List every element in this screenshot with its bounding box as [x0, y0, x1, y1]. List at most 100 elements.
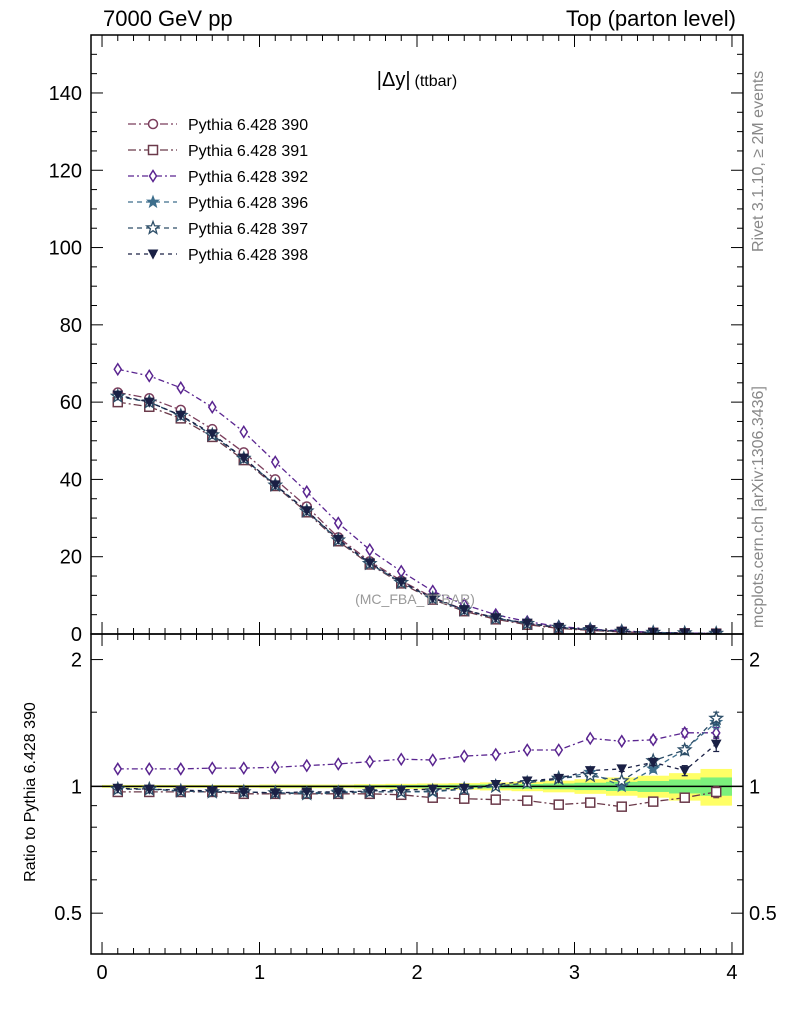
y-tick-label: 20: [60, 547, 82, 569]
marker-triangle-down: [112, 390, 124, 401]
marker-diamond: [302, 484, 312, 499]
marker-square: [710, 786, 722, 798]
y-tick-label: 100: [49, 238, 82, 260]
ratio-line: [117, 743, 717, 794]
marker-triangle-down: [458, 783, 470, 794]
y-tick-label: 120: [49, 160, 82, 182]
marker-star: [145, 194, 161, 209]
legend-entry: Pythia 6.428 390: [128, 117, 308, 134]
legend-label: Pythia 6.428 391: [188, 143, 308, 160]
header-left-label: 7000 GeV pp: [103, 6, 233, 31]
ratio-series-398: [112, 736, 722, 799]
marker-diamond: [428, 753, 438, 767]
marker-triangle-down: [206, 429, 218, 440]
marker-triangle-down: [332, 787, 344, 798]
y-tick-label: 40: [60, 469, 82, 491]
legend-label: Pythia 6.428 397: [188, 221, 308, 238]
y-tick-label: 60: [60, 392, 82, 414]
marker-square: [458, 793, 470, 804]
marker-triangle-down: [364, 786, 376, 797]
marker-triangle-down: [238, 787, 250, 798]
marker-diamond: [176, 762, 186, 776]
x-tick-label: 0: [96, 962, 107, 984]
x-tick-label: 3: [569, 962, 580, 984]
marker-triangle-down: [427, 784, 439, 795]
marker-triangle-down: [269, 788, 281, 799]
marker-triangle-down: [147, 249, 159, 260]
header-right-label: Top (parton level): [566, 6, 736, 31]
marker-square: [521, 795, 533, 806]
series-line: [117, 401, 717, 634]
marker-diamond: [270, 760, 280, 775]
series-line: [117, 394, 717, 634]
marker-triangle-down: [584, 766, 596, 777]
marker-circle: [147, 118, 159, 130]
marker-diamond: [617, 734, 627, 749]
ratio-tick-label-right: 0.5: [749, 903, 777, 925]
marker-diamond: [239, 424, 249, 439]
marker-triangle-down: [143, 397, 155, 408]
marker-triangle-down: [710, 739, 722, 750]
marker-diamond: [302, 758, 312, 773]
marker-triangle-down: [175, 410, 187, 421]
marker-triangle-down: [616, 764, 628, 775]
marker-diamond: [396, 752, 406, 767]
marker-diamond: [148, 169, 158, 183]
marker-triangle-down: [647, 757, 659, 768]
marker-triangle-down: [395, 577, 407, 588]
marker-diamond: [522, 743, 532, 757]
marker-triangle-down: [521, 618, 533, 629]
marker-triangle-down: [206, 786, 218, 797]
marker-triangle-down: [553, 773, 565, 784]
ratio-line: [117, 732, 717, 770]
marker-triangle-down: [553, 622, 565, 633]
marker-diamond: [113, 762, 123, 776]
marker-square: [490, 794, 501, 805]
marker-diamond: [176, 380, 186, 395]
marker-diamond: [239, 761, 249, 776]
ratio-tick-label-right: 1: [749, 776, 760, 798]
marker-triangle-down: [490, 613, 502, 624]
marker-triangle-down: [679, 766, 691, 777]
marker-triangle-down: [490, 780, 502, 791]
plot-title-sub: (ttbar): [415, 73, 458, 90]
ratio-tick-label-left: 2: [71, 650, 82, 672]
marker-diamond: [207, 761, 217, 776]
legend-label: Pythia 6.428 392: [188, 169, 308, 186]
marker-diamond: [585, 731, 595, 746]
marker-square: [647, 796, 659, 807]
marker-triangle-down: [238, 453, 250, 464]
marker-diamond: [113, 362, 123, 377]
marker-diamond: [333, 757, 343, 771]
marker-triangle-down: [521, 776, 533, 787]
legend-label: Pythia 6.428 390: [188, 117, 308, 134]
marker-diamond: [144, 368, 154, 383]
marker-star-open: [613, 772, 630, 788]
y-tick-label: 140: [49, 83, 82, 105]
marker-star-open: [708, 710, 725, 726]
legend-entry: Pythia 6.428 398: [128, 247, 308, 264]
marker-diamond: [270, 455, 280, 469]
ratio-tick-label-left: 0.5: [54, 903, 82, 925]
marker-diamond: [365, 754, 375, 769]
series-398: [112, 390, 722, 634]
series-line: [117, 391, 717, 634]
marker-diamond: [459, 749, 469, 763]
marker-triangle-down: [427, 593, 439, 604]
watermark-label: (MC_FBA_TTBAR): [355, 591, 475, 607]
ratio-y-axis-label: Ratio to Pythia 6.428 390: [22, 702, 39, 882]
legend-entry: Pythia 6.428 397: [128, 219, 308, 238]
marker-triangle-down: [301, 506, 313, 517]
marker-triangle-down: [301, 787, 313, 798]
marker-square: [584, 797, 596, 808]
marker-diamond: [648, 732, 658, 747]
legend-entry: Pythia 6.428 396: [128, 194, 308, 212]
marker-diamond: [554, 743, 564, 757]
legend-entry: Pythia 6.428 392: [128, 169, 308, 186]
plot-title: |Δy| (ttbar): [377, 69, 457, 91]
marker-square: [679, 792, 690, 803]
marker-triangle-down: [175, 785, 187, 796]
legend-label: Pythia 6.428 398: [188, 247, 308, 264]
marker-triangle-down: [143, 784, 155, 795]
